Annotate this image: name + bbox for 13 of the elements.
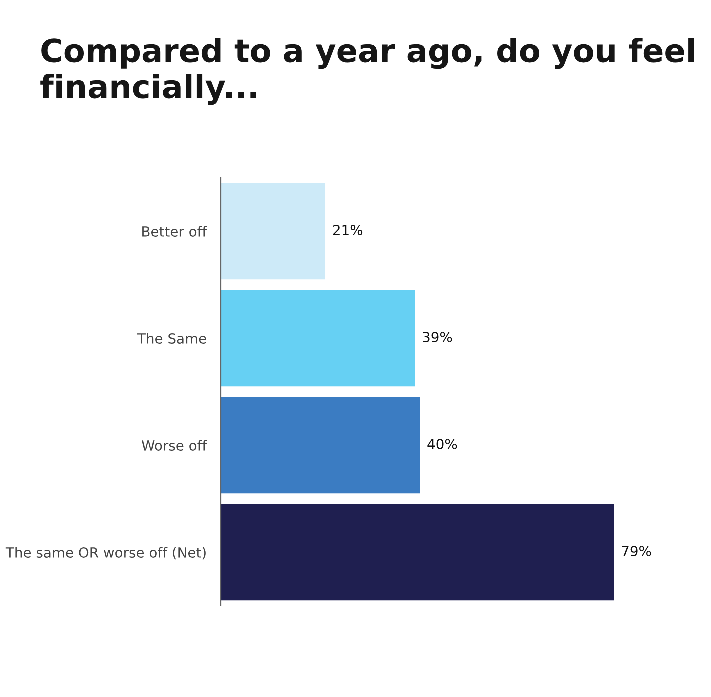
y-tick-label: The same OR worse off (Net) xyxy=(6,547,206,560)
data-label: 39% xyxy=(423,332,452,343)
data-label: 40% xyxy=(428,439,458,450)
bar xyxy=(221,290,416,387)
y-tick-label: Worse off xyxy=(142,440,208,451)
data-label: 79% xyxy=(622,546,652,557)
bar xyxy=(221,183,326,280)
y-tick-label: The Same xyxy=(137,333,206,344)
bar xyxy=(221,397,420,494)
bar xyxy=(221,504,614,601)
data-label: 21% xyxy=(333,225,363,236)
y-tick-label: Better off xyxy=(142,226,208,237)
chart-title: Compared to a year ago, do you feel financially... xyxy=(40,38,694,106)
